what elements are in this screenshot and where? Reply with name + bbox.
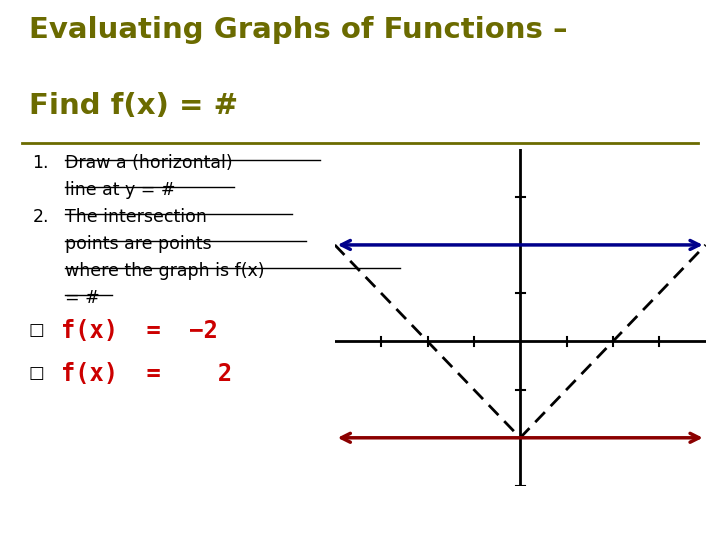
Text: line at y = #: line at y = # xyxy=(65,181,175,199)
Text: Find f(x) = #: Find f(x) = # xyxy=(29,92,238,120)
Text: 1.: 1. xyxy=(32,154,49,172)
Text: = #: = # xyxy=(65,289,99,307)
Text: points are points: points are points xyxy=(65,235,212,253)
Text: Draw a (horizontal): Draw a (horizontal) xyxy=(65,154,233,172)
Text: Evaluating Graphs of Functions –: Evaluating Graphs of Functions – xyxy=(29,16,567,44)
Text: f(x)  =    2: f(x) = 2 xyxy=(61,362,232,386)
Text: □: □ xyxy=(29,364,45,382)
Text: f(x)  =  −2: f(x) = −2 xyxy=(61,319,218,342)
Text: 2.: 2. xyxy=(32,208,49,226)
Text: □: □ xyxy=(29,321,45,339)
Text: The intersection: The intersection xyxy=(65,208,207,226)
Text: where the graph is f(x): where the graph is f(x) xyxy=(65,262,264,280)
